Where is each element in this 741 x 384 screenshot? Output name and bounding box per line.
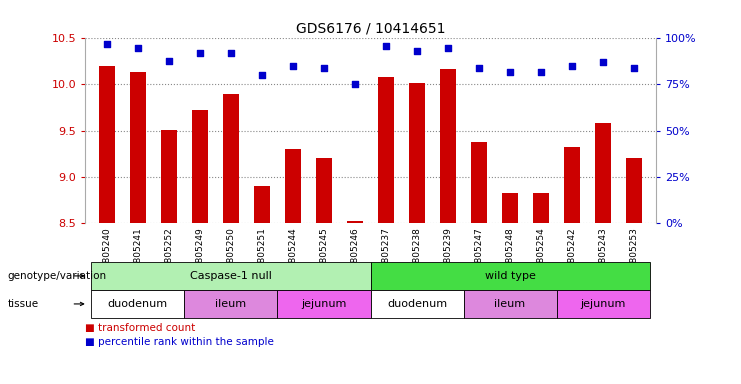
Point	[535, 68, 547, 74]
Bar	[565, 147, 579, 223]
Point	[132, 45, 144, 51]
Point	[380, 43, 392, 49]
Text: ileum: ileum	[494, 299, 525, 309]
Point	[504, 68, 516, 74]
Text: tissue: tissue	[7, 299, 39, 309]
Point	[411, 48, 423, 55]
Bar	[502, 193, 518, 223]
Point	[101, 41, 113, 47]
Bar	[223, 94, 239, 223]
Bar	[440, 69, 456, 223]
Point	[163, 58, 175, 64]
Text: jejunum: jejunum	[580, 299, 625, 309]
Point	[628, 65, 640, 71]
Text: duodenum: duodenum	[108, 299, 168, 309]
Bar	[409, 83, 425, 223]
Point	[287, 63, 299, 69]
Bar	[254, 186, 270, 223]
Bar	[595, 123, 611, 223]
Text: genotype/variation: genotype/variation	[7, 271, 107, 281]
Bar	[471, 142, 487, 223]
Point	[225, 50, 237, 56]
Point	[349, 81, 361, 88]
Text: ■ percentile rank within the sample: ■ percentile rank within the sample	[85, 337, 274, 347]
Bar	[192, 110, 207, 223]
Text: wild type: wild type	[485, 271, 536, 281]
Bar	[378, 77, 393, 223]
Point	[256, 72, 268, 78]
Text: ileum: ileum	[216, 299, 247, 309]
Bar	[285, 149, 301, 223]
Text: jejunum: jejunum	[302, 299, 347, 309]
Point	[194, 50, 206, 56]
Point	[473, 65, 485, 71]
Bar	[316, 158, 332, 223]
Text: ■ transformed count: ■ transformed count	[85, 323, 196, 333]
Bar	[130, 73, 146, 223]
Point	[566, 63, 578, 69]
Text: Caspase-1 null: Caspase-1 null	[190, 271, 272, 281]
Point	[318, 65, 330, 71]
Point	[597, 59, 609, 65]
Bar	[626, 158, 642, 223]
Bar	[534, 193, 549, 223]
Bar	[348, 221, 363, 223]
Text: duodenum: duodenum	[387, 299, 447, 309]
Point	[442, 45, 454, 51]
Title: GDS6176 / 10414651: GDS6176 / 10414651	[296, 22, 445, 36]
Bar	[162, 130, 176, 223]
Bar	[99, 66, 115, 223]
